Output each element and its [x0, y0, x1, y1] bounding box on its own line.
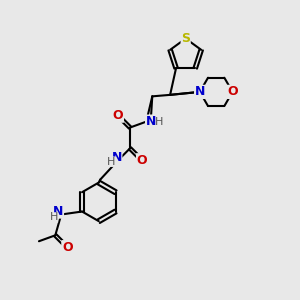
Text: H: H	[155, 117, 164, 127]
Text: S: S	[181, 32, 190, 45]
Text: N: N	[195, 85, 205, 98]
Text: O: O	[227, 85, 238, 98]
Text: N: N	[53, 205, 64, 218]
Text: N: N	[111, 151, 122, 164]
Text: N: N	[146, 115, 156, 128]
Text: H: H	[107, 157, 116, 167]
Text: O: O	[62, 241, 73, 254]
Text: O: O	[136, 154, 147, 167]
Text: H: H	[50, 212, 58, 223]
Text: O: O	[113, 109, 123, 122]
